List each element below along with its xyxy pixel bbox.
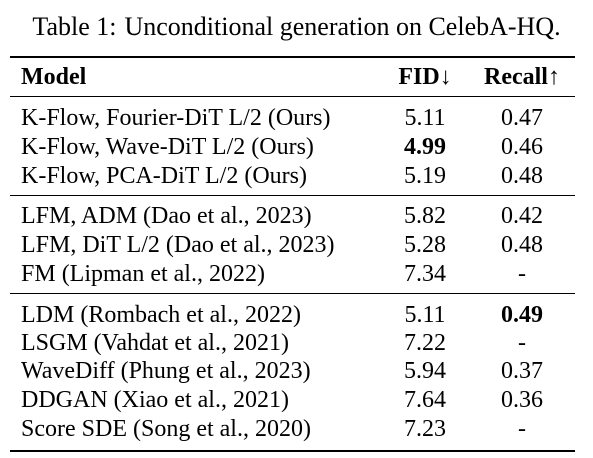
recall-cell: 0.46 xyxy=(501,134,543,160)
header-row: Model FID↓ Recall↑ xyxy=(10,63,575,91)
model-cell: LSGM (Vahdat et al., 2021) xyxy=(21,330,289,356)
recall-cell: 0.49 xyxy=(501,302,543,328)
fid-cell: 5.19 xyxy=(404,163,446,189)
bottom-rule xyxy=(10,450,575,452)
fid-cell: 5.82 xyxy=(404,203,446,229)
model-cell: LDM (Rombach et al., 2022) xyxy=(21,302,301,328)
table-row: FM (Lipman et al., 2022) 7.34 - xyxy=(10,260,575,288)
table-row: K-Flow, PCA-DiT L/2 (Ours) 5.19 0.48 xyxy=(10,162,575,190)
table-row: LFM, ADM (Dao et al., 2023) 5.82 0.42 xyxy=(10,202,575,230)
recall-cell: 0.42 xyxy=(501,203,543,229)
table-row: Score SDE (Song et al., 2020) 7.23 - xyxy=(10,415,575,443)
table-row: DDGAN (Xiao et al., 2021) 7.64 0.36 xyxy=(10,386,575,414)
fid-cell: 5.11 xyxy=(404,302,446,328)
table-row: LDM (Rombach et al., 2022) 5.11 0.49 xyxy=(10,301,575,329)
model-cell: K-Flow, PCA-DiT L/2 (Ours) xyxy=(21,163,307,189)
model-cell: DDGAN (Xiao et al., 2021) xyxy=(21,387,289,413)
header-model: Model xyxy=(21,64,87,90)
table-row: LSGM (Vahdat et al., 2021) 7.22 - xyxy=(10,329,575,357)
top-rule xyxy=(10,56,575,58)
fid-cell: 7.22 xyxy=(404,330,446,356)
recall-cell: - xyxy=(518,416,526,442)
recall-cell: 0.48 xyxy=(501,163,543,189)
model-cell: K-Flow, Fourier-DiT L/2 (Ours) xyxy=(21,105,331,131)
recall-cell: 0.37 xyxy=(501,358,543,384)
fid-cell: 5.28 xyxy=(404,232,446,258)
header-fid: FID↓ xyxy=(398,64,452,90)
caption-text: Unconditional generation on CelebA-HQ. xyxy=(124,12,561,41)
header-rule xyxy=(10,96,575,97)
recall-cell: 0.36 xyxy=(501,387,543,413)
fid-cell: 5.94 xyxy=(404,358,446,384)
model-cell: Score SDE (Song et al., 2020) xyxy=(21,416,311,442)
fid-cell: 7.64 xyxy=(404,387,446,413)
fid-cell: 4.99 xyxy=(404,134,446,160)
recall-cell: 0.47 xyxy=(501,105,543,131)
model-cell: WaveDiff (Phung et al., 2023) xyxy=(21,358,311,384)
fid-cell: 7.34 xyxy=(404,261,446,287)
model-cell: K-Flow, Wave-DiT L/2 (Ours) xyxy=(21,134,314,160)
group-rule xyxy=(10,293,575,294)
model-cell: LFM, ADM (Dao et al., 2023) xyxy=(21,203,312,229)
recall-cell: - xyxy=(518,330,526,356)
recall-cell: 0.48 xyxy=(501,232,543,258)
header-recall: Recall↑ xyxy=(484,64,560,90)
fid-cell: 5.11 xyxy=(404,105,446,131)
table-row: LFM, DiT L/2 (Dao et al., 2023) 5.28 0.4… xyxy=(10,231,575,259)
fid-cell: 7.23 xyxy=(404,416,446,442)
group-rule xyxy=(10,195,575,196)
table-row: K-Flow, Fourier-DiT L/2 (Ours) 5.11 0.47 xyxy=(10,104,575,132)
recall-cell: - xyxy=(518,261,526,287)
table-row: K-Flow, Wave-DiT L/2 (Ours) 4.99 0.46 xyxy=(10,133,575,161)
model-cell: FM (Lipman et al., 2022) xyxy=(21,261,265,287)
table-row: WaveDiff (Phung et al., 2023) 5.94 0.37 xyxy=(10,357,575,385)
table-caption: Table 1: Unconditional generation on Cele… xyxy=(0,10,593,44)
model-cell: LFM, DiT L/2 (Dao et al., 2023) xyxy=(21,232,335,258)
caption-label: Table 1: xyxy=(32,12,117,41)
